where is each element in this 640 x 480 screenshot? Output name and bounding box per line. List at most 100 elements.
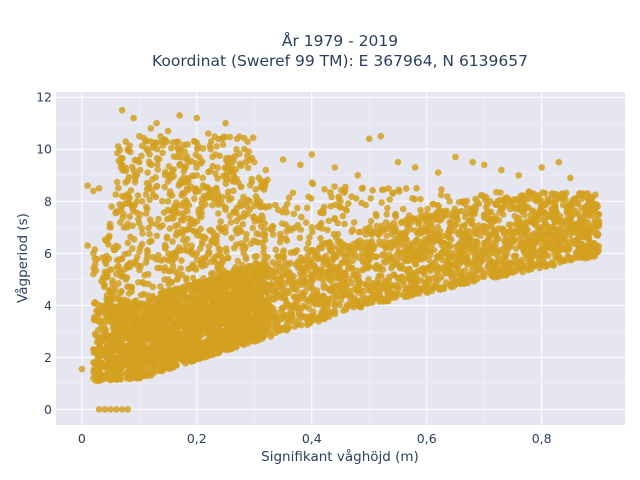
data-point: [109, 296, 116, 303]
data-point: [173, 153, 181, 161]
data-point: [156, 296, 163, 303]
data-point: [230, 301, 237, 308]
data-point: [142, 333, 150, 340]
data-point: [547, 213, 554, 221]
data-point: [487, 198, 494, 205]
data-point: [369, 292, 377, 299]
data-point: [152, 174, 159, 181]
data-point: [409, 215, 416, 223]
data-point: [192, 185, 200, 192]
data-point: [367, 195, 375, 202]
data-point: [146, 160, 153, 168]
data-point: [90, 346, 97, 353]
data-point: [222, 302, 229, 309]
data-point: [298, 281, 305, 289]
data-point: [184, 207, 191, 215]
data-point: [438, 186, 445, 193]
data-point: [118, 255, 126, 262]
data-point: [348, 279, 355, 287]
data-point: [225, 254, 232, 262]
data-point: [140, 318, 148, 326]
data-point: [109, 277, 116, 284]
data-point: [368, 243, 376, 250]
data-point: [208, 337, 216, 344]
data-point: [195, 284, 203, 292]
data-point: [272, 201, 279, 209]
data-point: [586, 224, 594, 232]
data-point: [115, 280, 122, 287]
data-point: [260, 249, 267, 256]
data-point: [141, 271, 148, 279]
data-point: [542, 228, 550, 236]
data-point: [437, 191, 445, 199]
data-point: [388, 264, 395, 272]
data-point: [215, 210, 222, 217]
data-point: [269, 231, 277, 238]
data-point: [222, 224, 229, 231]
data-point: [102, 256, 109, 263]
data-point: [452, 153, 459, 161]
data-point: [350, 219, 358, 226]
data-point: [506, 205, 514, 213]
data-point: [513, 220, 520, 228]
data-point: [182, 197, 190, 204]
data-point: [108, 203, 115, 210]
data-point: [385, 276, 393, 284]
data-point: [232, 226, 240, 234]
data-point: [512, 245, 520, 252]
data-point: [219, 329, 227, 337]
data-point: [205, 243, 213, 250]
data-point: [331, 183, 338, 190]
data-point: [144, 169, 151, 176]
data-point: [124, 406, 132, 413]
data-point: [112, 307, 120, 315]
data-point: [166, 319, 174, 326]
data-point: [433, 265, 440, 272]
data-point: [412, 227, 419, 234]
data-point: [84, 182, 91, 189]
data-point: [300, 268, 307, 276]
data-point: [211, 346, 218, 353]
data-point: [337, 198, 344, 205]
data-point: [153, 182, 161, 190]
data-point: [222, 119, 229, 127]
data-point: [423, 286, 431, 294]
data-point: [138, 152, 145, 160]
data-point: [205, 346, 212, 353]
data-point: [418, 277, 425, 284]
data-point: [409, 248, 416, 255]
data-point: [243, 306, 251, 313]
data-point: [411, 289, 419, 296]
data-point: [517, 240, 525, 248]
data-point: [290, 210, 298, 218]
data-point: [401, 257, 409, 264]
data-point: [131, 311, 139, 319]
data-point: [113, 376, 120, 383]
data-point: [304, 252, 312, 259]
data-point: [101, 406, 109, 413]
x-tick-label: 0,2: [187, 431, 207, 446]
data-point: [548, 259, 556, 266]
data-point: [207, 138, 215, 145]
data-point: [480, 273, 488, 281]
data-point: [213, 143, 220, 150]
data-point: [464, 250, 472, 257]
data-point: [138, 365, 146, 373]
data-point: [113, 317, 120, 325]
data-point: [567, 216, 574, 223]
data-point: [380, 242, 388, 249]
data-point: [153, 139, 160, 147]
data-point: [452, 250, 459, 257]
data-point: [308, 151, 316, 158]
data-point: [296, 234, 304, 242]
data-point: [125, 249, 132, 257]
y-axis-title: Vågperiod (s): [14, 213, 31, 303]
data-point: [245, 148, 252, 155]
data-point: [185, 158, 193, 166]
data-point: [108, 356, 115, 364]
data-point: [559, 217, 567, 225]
data-point: [220, 257, 227, 264]
data-point: [96, 340, 104, 347]
data-point: [328, 193, 335, 201]
data-point: [260, 258, 267, 266]
